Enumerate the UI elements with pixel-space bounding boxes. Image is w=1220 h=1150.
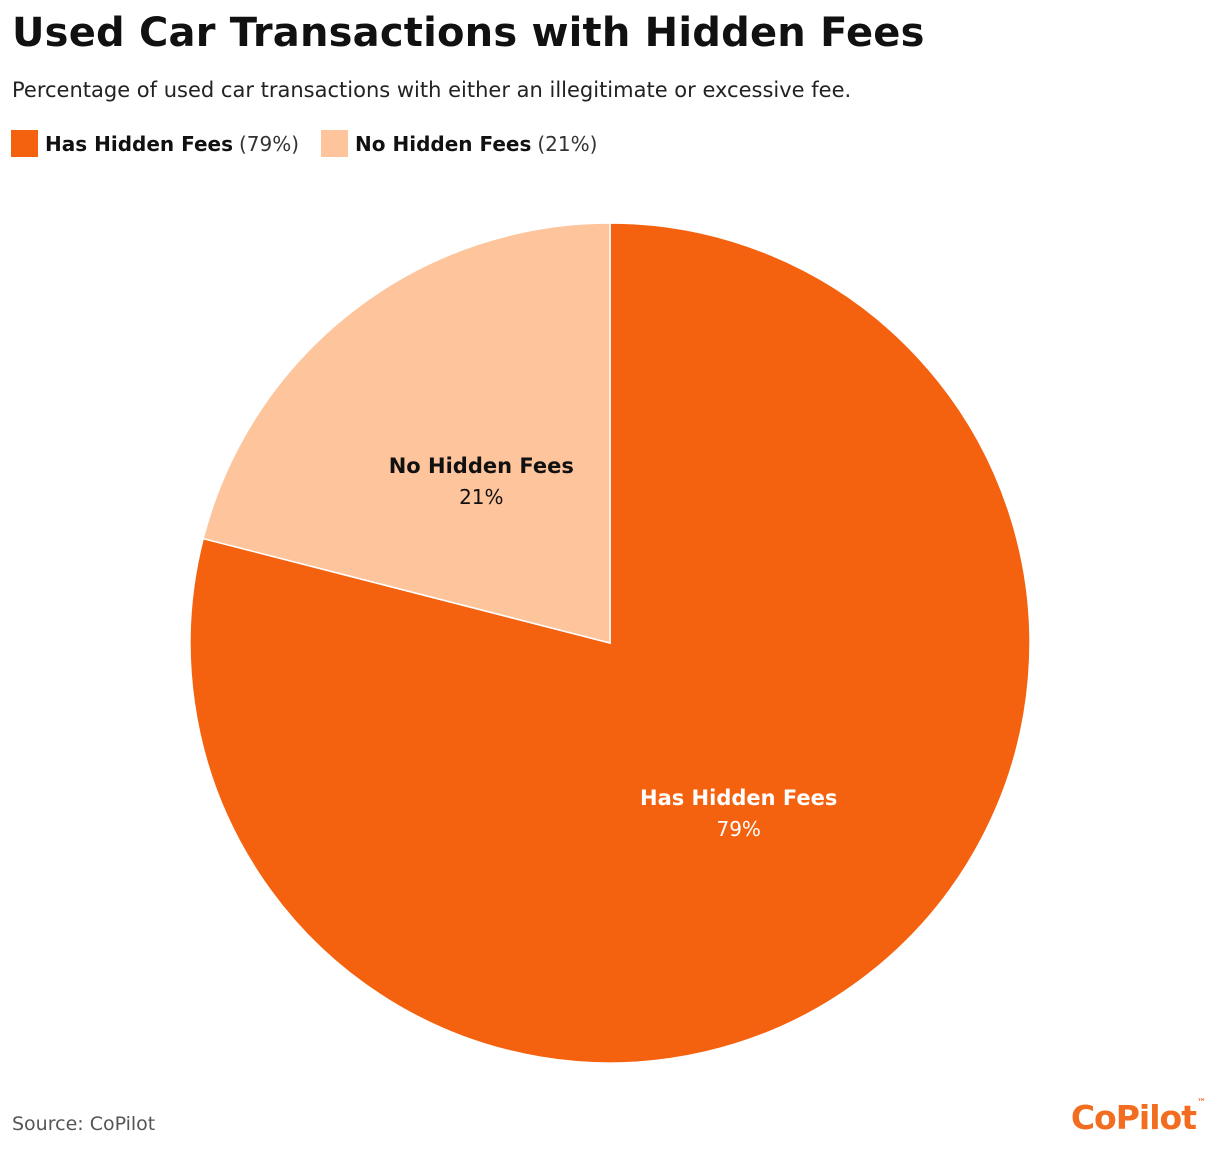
legend-item-has-hidden-fees: Has Hidden Fees (79%) bbox=[11, 130, 299, 157]
legend: Has Hidden Fees (79%) No Hidden Fees (21… bbox=[11, 130, 619, 157]
source-note: Source: CoPilot bbox=[12, 1113, 156, 1135]
legend-value-no-hidden-fees: (21%) bbox=[537, 131, 598, 156]
chart-subtitle: Percentage of used car transactions with… bbox=[12, 78, 852, 102]
copilot-logo: CoPilot™ bbox=[1071, 1098, 1206, 1137]
slice-label-no-hidden-fees: No Hidden Fees bbox=[389, 454, 574, 478]
pie-slice-no-hidden-fees bbox=[202, 222, 611, 644]
legend-label-no-hidden-fees: No Hidden Fees bbox=[355, 131, 532, 156]
slice-value-has-hidden-fees: 79% bbox=[716, 817, 760, 841]
logo-text: CoPilot bbox=[1070, 1098, 1197, 1137]
logo-trademark: ™ bbox=[1197, 1098, 1206, 1108]
slice-label-has-hidden-fees: Has Hidden Fees bbox=[640, 786, 837, 810]
chart-title: Used Car Transactions with Hidden Fees bbox=[12, 10, 925, 56]
legend-swatch-no-hidden-fees bbox=[321, 130, 349, 157]
legend-label-has-hidden-fees: Has Hidden Fees bbox=[45, 131, 233, 156]
legend-value-has-hidden-fees: (79%) bbox=[238, 131, 300, 156]
slice-value-no-hidden-fees: 21% bbox=[459, 485, 503, 509]
legend-swatch-has-hidden-fees bbox=[11, 130, 38, 157]
legend-item-no-hidden-fees: No Hidden Fees (21%) bbox=[321, 130, 597, 157]
